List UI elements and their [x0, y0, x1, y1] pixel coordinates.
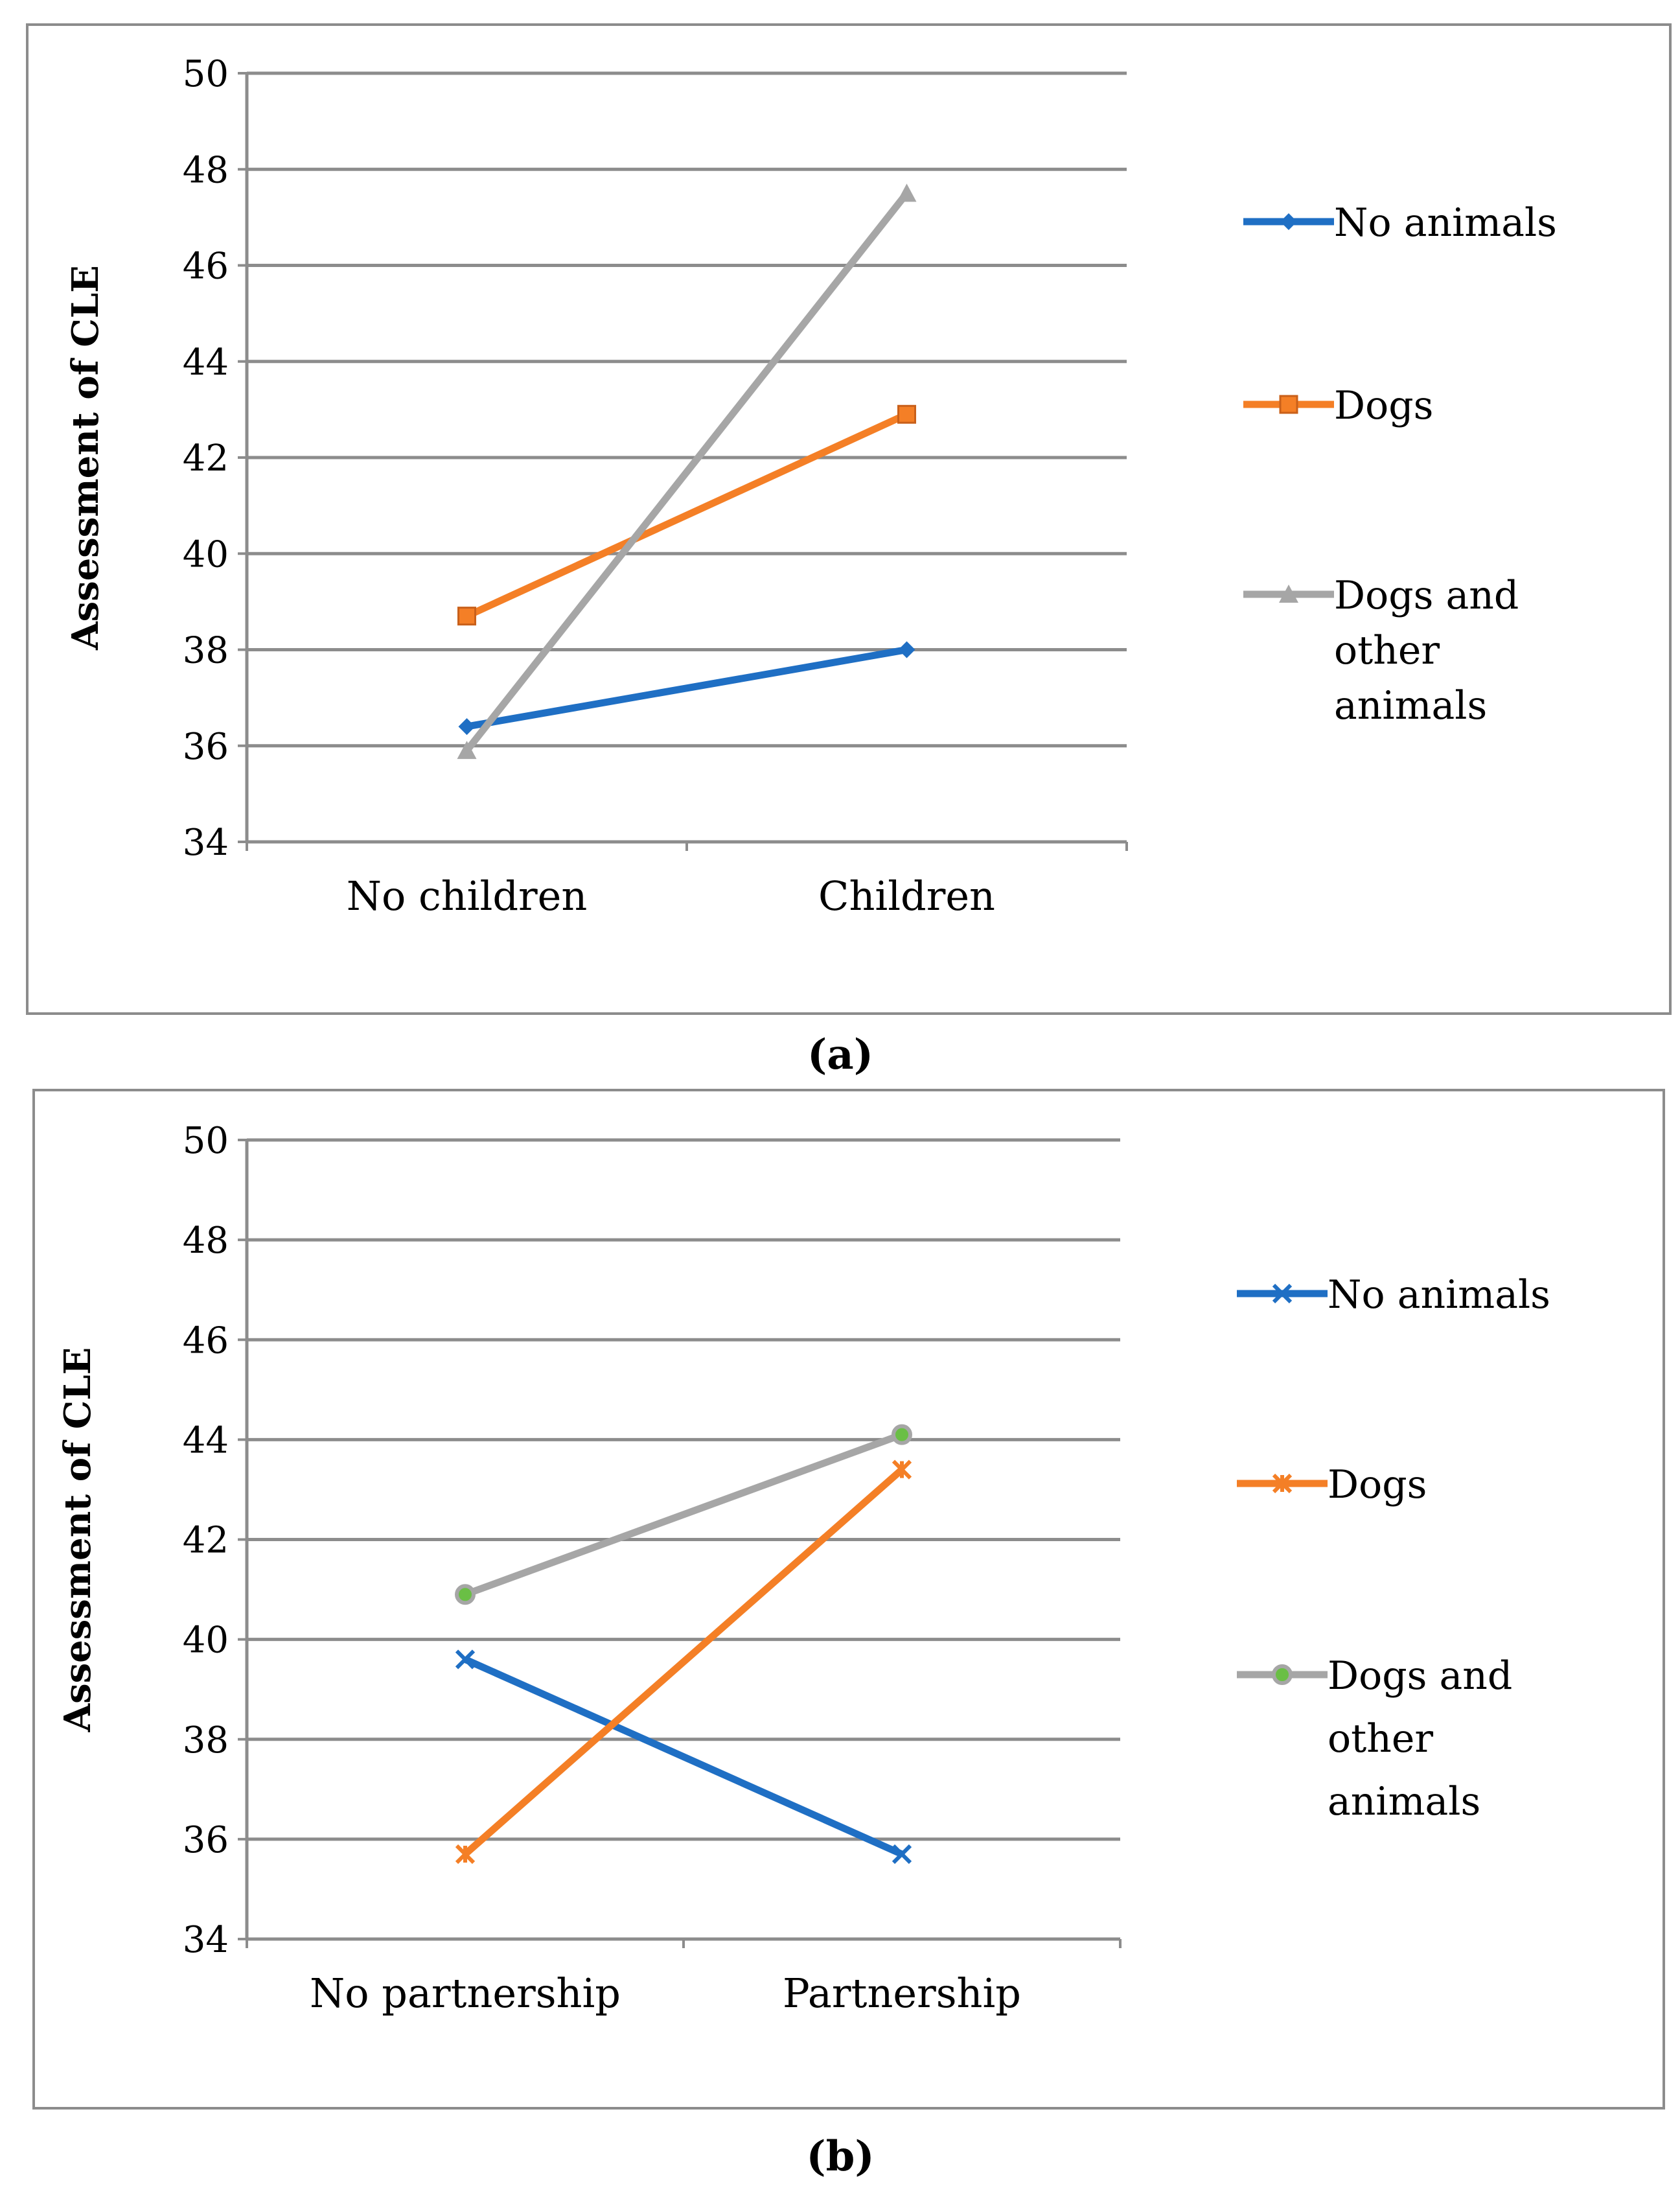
- series-line: [464, 1431, 903, 1598]
- legend-swatch-marker: [1280, 213, 1297, 230]
- legend-entry: Dogs and other animals: [1243, 573, 1519, 728]
- legend-label: No animals: [1328, 1272, 1550, 1318]
- series-line: [464, 191, 910, 753]
- legend-label: animals: [1328, 1779, 1480, 1824]
- legend-label: Dogs: [1334, 383, 1433, 428]
- legend-label: other: [1334, 628, 1440, 673]
- legend-swatch-marker: [1272, 1283, 1293, 1304]
- y-tick-label: 48: [183, 149, 229, 191]
- legend-label: Dogs and: [1328, 1653, 1512, 1699]
- legend-label: Dogs and: [1334, 573, 1519, 618]
- chart-a-svg: 34 36 38 40 42 44 46 48 50 No children Children Ass…: [64, 53, 1557, 920]
- y-tick-label: 44: [183, 342, 229, 384]
- x-category-label: Children: [818, 872, 995, 920]
- y-tick-label: 40: [183, 533, 229, 575]
- y-tick-label: 46: [183, 1319, 229, 1362]
- series-dogs: [455, 1459, 912, 1865]
- data-point: [897, 183, 917, 202]
- panel-caption-b: (b): [806, 2132, 875, 2181]
- data-point: [897, 404, 916, 424]
- data-point: [455, 1649, 476, 1669]
- y-tick-label: 40: [183, 1620, 229, 1662]
- y-tick-label: 36: [183, 1819, 229, 1861]
- series-line: [465, 411, 908, 620]
- panel-caption-a: (a): [807, 1030, 874, 1079]
- data-point: [892, 1844, 912, 1865]
- legend-label: Dogs: [1328, 1462, 1427, 1507]
- series-line: [463, 1467, 904, 1857]
- data-point: [455, 1584, 476, 1605]
- y-tick-label: 36: [183, 726, 229, 768]
- y-axis-title: Assessment of CLE: [64, 265, 107, 651]
- legend-entry: No animals: [1237, 1272, 1550, 1318]
- chart-panel-a: 34 36 38 40 42 44 46 48 50 No children Children Ass…: [26, 23, 1672, 1015]
- data-point: [455, 1844, 476, 1865]
- data-point: [457, 607, 476, 626]
- y-tick-label: 34: [183, 1919, 229, 1961]
- data-point: [892, 1459, 912, 1480]
- series-dogs-and-other-animals: [457, 183, 917, 760]
- legend-swatch-marker: [1272, 1664, 1293, 1685]
- y-axis-title: Assessment of CLE: [56, 1347, 99, 1733]
- legend-entry: No animals: [1243, 200, 1557, 246]
- y-tick-label: 46: [183, 246, 229, 288]
- data-point: [457, 741, 477, 760]
- legend-label: animals: [1334, 683, 1487, 728]
- legend-label: other: [1328, 1716, 1433, 1761]
- chart-b-svg: 34 36 38 40 42 44 46 48 50 No partnership Partners…: [56, 1120, 1550, 2017]
- legend-entry: Dogs and other animals: [1237, 1653, 1512, 1824]
- legend-swatch-marker: [1272, 1473, 1293, 1494]
- legend-swatch-marker: [1279, 585, 1298, 603]
- series-dogs: [457, 404, 916, 626]
- series-no-animals: [455, 1649, 912, 1865]
- y-tick-label: 50: [183, 53, 229, 95]
- data-point: [458, 718, 476, 736]
- legend-label: No animals: [1334, 200, 1557, 246]
- data-point: [892, 1424, 912, 1445]
- x-category-label: No partnership: [310, 1970, 621, 2017]
- x-category-label: Partnership: [783, 1970, 1021, 2017]
- y-tick-label: 42: [183, 1520, 229, 1562]
- data-point: [898, 641, 915, 658]
- series-line: [466, 646, 908, 730]
- y-tick-label: 34: [183, 822, 229, 864]
- y-tick-label: 44: [183, 1419, 229, 1461]
- x-category-label: No children: [347, 872, 588, 920]
- y-tick-label: 42: [183, 437, 229, 480]
- y-tick-label: 38: [183, 630, 229, 672]
- series-dogs-and-other-animals: [455, 1424, 912, 1605]
- y-tick-label: 48: [183, 1220, 229, 1262]
- legend-entry: Dogs: [1237, 1462, 1427, 1507]
- legend-swatch-marker: [1279, 395, 1298, 414]
- y-tick-label: 50: [183, 1120, 229, 1162]
- y-tick-label: 38: [183, 1719, 229, 1761]
- legend-entry: Dogs: [1243, 383, 1433, 428]
- series-no-animals: [458, 641, 915, 736]
- chart-panel-b: 34 36 38 40 42 44 46 48 50 No partnership Partners…: [32, 1089, 1665, 2110]
- series-line: [463, 1656, 904, 1858]
